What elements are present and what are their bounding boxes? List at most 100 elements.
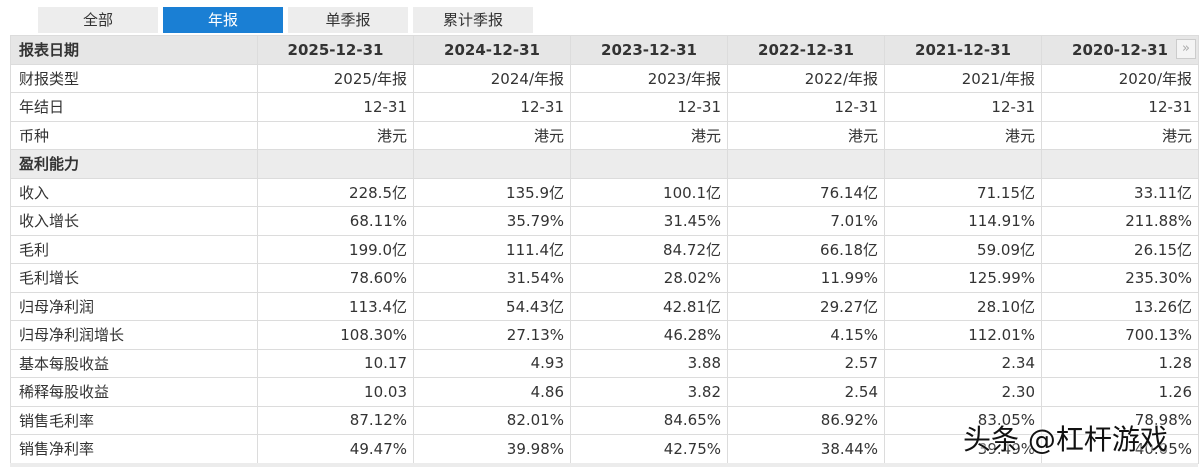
cell: 114.91% — [884, 206, 1042, 236]
cell: 135.9亿 — [413, 177, 571, 207]
empty-cell — [1041, 149, 1199, 179]
cell: 68.11% — [257, 206, 414, 236]
cell: 700.13% — [1041, 320, 1199, 350]
cell: 4.93 — [413, 348, 571, 378]
tab[interactable]: 单季报 — [288, 7, 408, 33]
cell: 12-31 — [884, 92, 1042, 122]
cell: 49.47% — [257, 434, 414, 464]
row-label: 币种 — [10, 120, 258, 150]
empty-cell — [257, 149, 414, 179]
cell: 87.12% — [257, 405, 414, 435]
empty-cell — [413, 149, 571, 179]
data-row: 归母净利润增长 108.30% 27.13% 46.28% 4.15% 112.01% 70… — [10, 320, 1199, 350]
cell: 39.49% — [884, 434, 1042, 464]
cell: 211.88% — [1041, 206, 1199, 236]
cell: 12-31 — [413, 92, 571, 122]
row-label: 收入 — [10, 177, 258, 207]
cell: 66.18亿 — [727, 234, 885, 264]
cell: 10.17 — [257, 348, 414, 378]
cell: 27.13% — [413, 320, 571, 350]
cell: 78.60% — [257, 263, 414, 293]
row-label: 年结日 — [10, 92, 258, 122]
cell: 12-31 — [1041, 92, 1199, 122]
cell: 125.99% — [884, 263, 1042, 293]
cell: 港元 — [413, 120, 571, 150]
cell: 28.10亿 — [884, 291, 1042, 321]
header-cell: 报表日期 — [10, 35, 258, 65]
cell: 2.30 — [884, 377, 1042, 407]
cell: 2022/年报 — [727, 63, 885, 93]
cell: 112.01% — [884, 320, 1042, 350]
tab[interactable]: 累计季报 — [413, 7, 533, 33]
tab[interactable]: 年报 — [163, 7, 283, 33]
data-row: 基本每股收益 10.17 4.93 3.88 2.57 2.34 1.28 — [10, 348, 1199, 378]
cell: 108.30% — [257, 320, 414, 350]
cell: 3.88 — [570, 348, 728, 378]
cell: 28.02% — [570, 263, 728, 293]
cell: 3.82 — [570, 377, 728, 407]
tab-bar: 全部 年报 单季报 累计季报 — [38, 7, 533, 33]
cell: 40.05% — [1041, 434, 1199, 464]
cell: 港元 — [1041, 120, 1199, 150]
watermark: 头条 @杠杆游戏 — [963, 423, 1168, 456]
next-row — [10, 463, 1198, 467]
cell: 71.15亿 — [884, 177, 1042, 207]
cell: 228.5亿 — [257, 177, 414, 207]
row-label: 毛利增长 — [10, 263, 258, 293]
cell: 39.98% — [413, 434, 571, 464]
data-row: 币种 港元 港元 港元 港元 港元 港元 — [10, 120, 1199, 150]
cell: 113.4亿 — [257, 291, 414, 321]
row-label: 基本每股收益 — [10, 348, 258, 378]
data-row: 销售净利率 49.47% 39.98% 42.75% 38.44% 39.49% 40.05… — [10, 434, 1199, 464]
header-cell: 2020-12-31 — [1041, 35, 1199, 65]
cell: 26.15亿 — [1041, 234, 1199, 264]
data-row: 毛利增长 78.60% 31.54% 28.02% 11.99% 125.99% 235.3… — [10, 263, 1199, 293]
cell: 10.03 — [257, 377, 414, 407]
cell: 12-31 — [727, 92, 885, 122]
header-cell: 2024-12-31 — [413, 35, 571, 65]
row-label: 财报类型 — [10, 63, 258, 93]
cell: 46.28% — [570, 320, 728, 350]
empty-cell — [727, 149, 885, 179]
data-row: 毛利 199.0亿 111.4亿 84.72亿 66.18亿 59.09亿 26.15亿 — [10, 234, 1199, 264]
cell: 2025/年报 — [257, 63, 414, 93]
cell: 2023/年报 — [570, 63, 728, 93]
row-label: 收入增长 — [10, 206, 258, 236]
cell: 76.14亿 — [727, 177, 885, 207]
cell: 100.1亿 — [570, 177, 728, 207]
row-label: 归母净利润 — [10, 291, 258, 321]
cell: 4.86 — [413, 377, 571, 407]
cell: 86.92% — [727, 405, 885, 435]
cell: 42.81亿 — [570, 291, 728, 321]
empty-cell — [884, 149, 1042, 179]
cell: 港元 — [257, 120, 414, 150]
cell: 2.54 — [727, 377, 885, 407]
cell: 33.11亿 — [1041, 177, 1199, 207]
financial-table: 报表日期 2025-12-31 2024-12-31 2023-12-31 2022-1… — [10, 35, 1199, 464]
cell: 港元 — [570, 120, 728, 150]
cell: 35.79% — [413, 206, 571, 236]
data-row: 收入 228.5亿 135.9亿 100.1亿 76.14亿 71.15亿 33.11亿 — [10, 177, 1199, 207]
cell: 82.01% — [413, 405, 571, 435]
row-label: 归母净利润增长 — [10, 320, 258, 350]
cell: 84.65% — [570, 405, 728, 435]
cell: 1.28 — [1041, 348, 1199, 378]
cell: 13.26亿 — [1041, 291, 1199, 321]
row-label: 销售毛利率 — [10, 405, 258, 435]
data-row: 财报类型 2025/年报 2024/年报 2023/年报 2022/年报 2021/年报 2… — [10, 63, 1199, 93]
header-cell: 2022-12-31 — [727, 35, 885, 65]
cell: 31.45% — [570, 206, 728, 236]
cell: 2024/年报 — [413, 63, 571, 93]
cell: 2.34 — [884, 348, 1042, 378]
cell: 199.0亿 — [257, 234, 414, 264]
cell: 1.26 — [1041, 377, 1199, 407]
cell: 4.15% — [727, 320, 885, 350]
data-row: 收入增长 68.11% 35.79% 31.45% 7.01% 114.91% 211.88… — [10, 206, 1199, 236]
header-cell: 2021-12-31 — [884, 35, 1042, 65]
scroll-right-button[interactable]: » — [1176, 39, 1196, 59]
data-row: 销售毛利率 87.12% 82.01% 84.65% 86.92% 83.05% 78.98… — [10, 405, 1199, 435]
cell: 2020/年报 — [1041, 63, 1199, 93]
cell: 2.57 — [727, 348, 885, 378]
cell: 11.99% — [727, 263, 885, 293]
tab[interactable]: 全部 — [38, 7, 158, 33]
